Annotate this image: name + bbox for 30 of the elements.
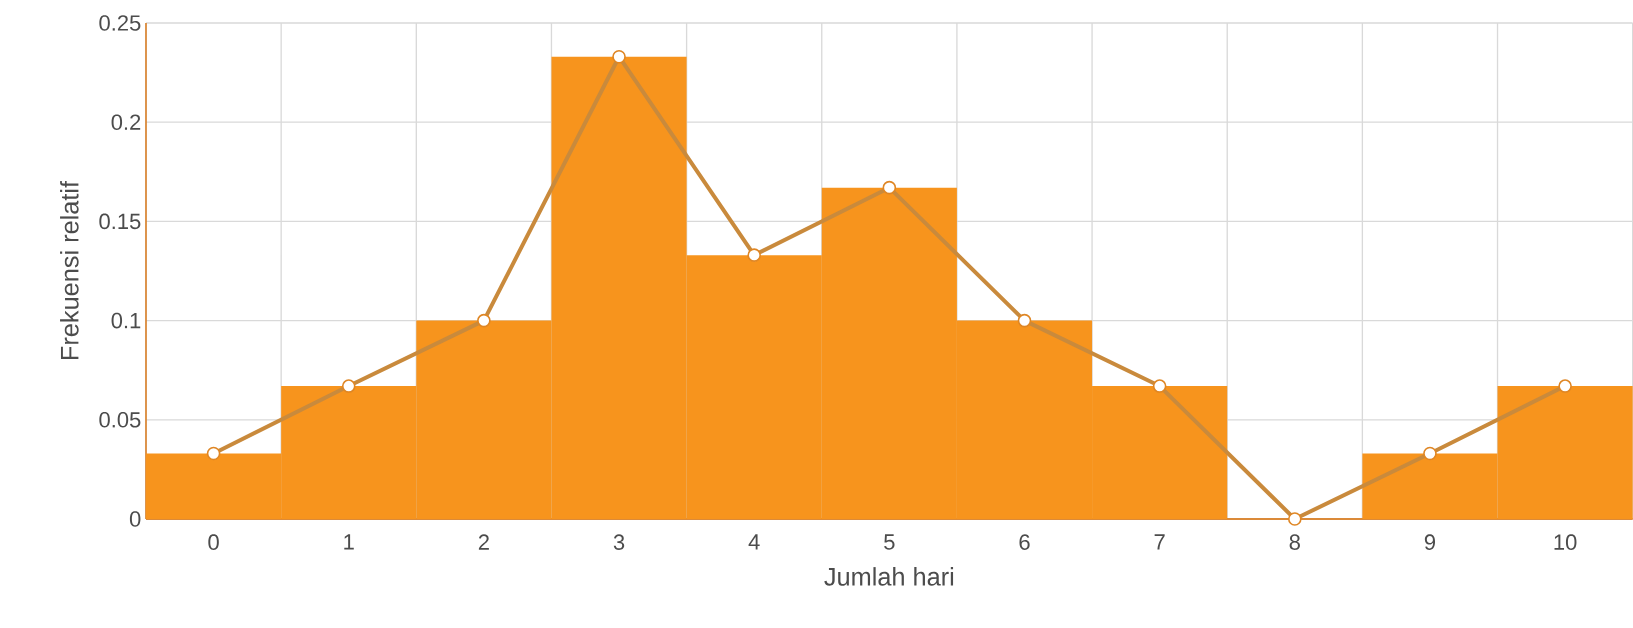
y-tick-label: 0.2 <box>111 114 141 130</box>
y-tick-label: 0.25 <box>99 15 141 31</box>
y-tick-label: 0.15 <box>99 213 141 230</box>
x-tick-label: 9 <box>1424 534 1436 550</box>
point <box>1423 446 1437 461</box>
point <box>1558 379 1572 393</box>
x-tick-label: 7 <box>1154 534 1165 550</box>
point <box>612 49 626 64</box>
point <box>747 248 761 262</box>
point <box>206 446 221 461</box>
point <box>1152 379 1167 393</box>
point <box>1287 512 1302 526</box>
y-tick-label: 0.1 <box>111 312 141 329</box>
x-tick-label: 6 <box>1019 534 1030 550</box>
x-tick-label: 4 <box>748 534 760 550</box>
point <box>1017 313 1032 328</box>
point <box>341 379 356 393</box>
x-tick-label: 8 <box>1289 534 1300 550</box>
x-tick-label: 1 <box>344 534 354 550</box>
x-axis-title: Jumlah hari <box>824 567 954 586</box>
x-tick-label: 10 <box>1554 534 1577 550</box>
x-tick-label: 2 <box>478 534 489 550</box>
x-tick-label: 0 <box>208 534 219 550</box>
point <box>882 180 897 195</box>
y-tick-label: 0 <box>129 511 141 527</box>
x-tick-label: 3 <box>613 534 625 550</box>
y-tick-label: 0.05 <box>99 412 141 428</box>
x-tick-label: 5 <box>884 534 895 550</box>
y-axis-title: Frekuensi relatif <box>60 180 79 360</box>
point <box>477 313 491 328</box>
